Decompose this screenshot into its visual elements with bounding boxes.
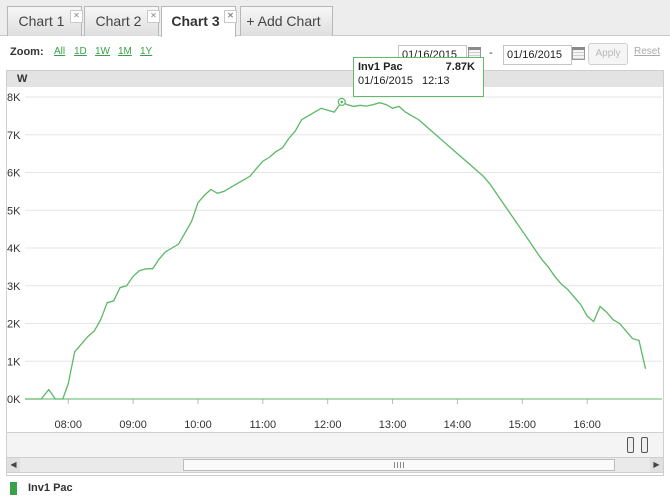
y-tick-label: 5K bbox=[7, 205, 21, 217]
scrollbar-thumb[interactable] bbox=[183, 459, 615, 471]
zoom-1d-link[interactable]: 1D bbox=[74, 46, 87, 57]
tab-close-icon[interactable]: ✕ bbox=[224, 10, 237, 23]
unit-bar: W bbox=[7, 71, 663, 87]
tab-label: Chart 2 bbox=[95, 13, 142, 29]
x-tick-label: 16:00 bbox=[573, 419, 601, 431]
end-date-input[interactable]: 01/16/2015 bbox=[503, 45, 572, 65]
navigator-scrollbar[interactable]: ◀ ▶ bbox=[7, 458, 663, 473]
y-tick-label: 6K bbox=[7, 168, 21, 180]
reset-link[interactable]: Reset bbox=[634, 46, 661, 57]
series-line-inv1-pac[interactable] bbox=[25, 101, 647, 400]
range-navigator[interactable] bbox=[7, 432, 663, 458]
tab-label: Chart 3 bbox=[171, 13, 220, 29]
zoom-1w-link[interactable]: 1W bbox=[95, 46, 110, 57]
tab-1[interactable]: Chart 1 ✕ bbox=[7, 6, 83, 36]
zoom-label: Zoom: bbox=[10, 46, 44, 58]
x-tick-label: 10:00 bbox=[184, 419, 212, 431]
scroll-left-arrow-icon[interactable]: ◀ bbox=[7, 458, 20, 472]
navigator-handle-left[interactable] bbox=[627, 437, 634, 453]
y-tick-label: 8K bbox=[7, 92, 21, 104]
x-tick-label: 14:00 bbox=[444, 419, 472, 431]
x-tick-label: 15:00 bbox=[509, 419, 537, 431]
tooltip-value: 7.87K bbox=[445, 61, 475, 73]
x-tick-label: 12:00 bbox=[314, 419, 342, 431]
end-calendar-icon[interactable] bbox=[572, 47, 585, 60]
zoom-all-link[interactable]: All bbox=[54, 46, 66, 57]
y-tick-label: 7K bbox=[7, 130, 21, 142]
legend-swatch bbox=[10, 482, 17, 495]
chart-frame bbox=[6, 70, 664, 476]
legend-label: Inv1 Pac bbox=[28, 482, 73, 494]
x-tick-label: 11:00 bbox=[249, 419, 276, 431]
y-tick-label: 3K bbox=[7, 281, 21, 293]
tab-2[interactable]: Chart 2 ✕ bbox=[84, 6, 160, 36]
apply-button[interactable]: Apply bbox=[588, 43, 628, 65]
navigator-handle-right[interactable] bbox=[641, 437, 648, 453]
tab-close-icon[interactable]: ✕ bbox=[147, 10, 160, 23]
zoom-1y-link[interactable]: 1Y bbox=[140, 46, 153, 57]
zoom-1m-link[interactable]: 1M bbox=[118, 46, 132, 57]
x-tick-label: 13:00 bbox=[379, 419, 407, 431]
y-tick-label: 4K bbox=[7, 243, 21, 255]
tab-label: Chart 1 bbox=[18, 13, 65, 29]
tab-label: + Add Chart bbox=[246, 13, 321, 29]
data-tooltip: Inv1 Pac 7.87K 01/16/2015 12:13 bbox=[353, 57, 484, 97]
tab-3[interactable]: Chart 3 ✕ bbox=[161, 6, 237, 37]
tooltip-time: 12:13 bbox=[422, 75, 450, 87]
x-tick-label: 09:00 bbox=[119, 419, 147, 431]
x-tick-label: 08:00 bbox=[54, 419, 82, 431]
scroll-right-arrow-icon[interactable]: ▶ bbox=[650, 458, 663, 472]
y-tick-label: 1K bbox=[7, 356, 21, 368]
chart-tab-bar: Chart 1 ✕ Chart 2 ✕ Chart 3 ✕ + Add Chart bbox=[0, 0, 670, 37]
y-tick-label: 2K bbox=[7, 319, 21, 331]
tab-close-icon[interactable]: ✕ bbox=[70, 10, 83, 23]
unit-label: W bbox=[17, 73, 28, 85]
hover-marker-dot bbox=[340, 100, 344, 104]
date-separator: - bbox=[489, 47, 493, 59]
tooltip-series-name: Inv1 Pac bbox=[358, 61, 403, 73]
tab-4[interactable]: + Add Chart bbox=[240, 6, 333, 36]
y-tick-label: 0K bbox=[7, 394, 21, 406]
tooltip-date: 01/16/2015 bbox=[358, 75, 414, 87]
grip-icon bbox=[394, 462, 404, 468]
